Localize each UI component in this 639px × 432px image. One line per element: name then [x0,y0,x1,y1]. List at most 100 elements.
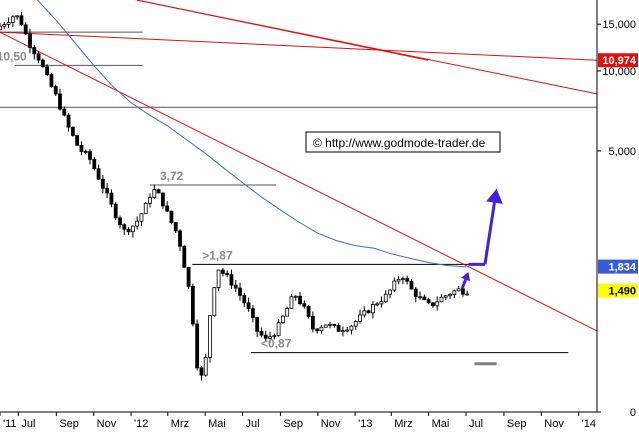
candle-body [15,15,20,18]
candle-body [396,278,401,282]
candle-body [173,222,178,232]
candle-body [242,295,247,304]
candle-body [405,278,410,282]
moving-average-line [37,0,467,268]
price-badge-label: 1,490 [608,286,636,298]
candle-body [212,287,217,316]
projection-small-arrow-shaft [460,278,467,289]
candle-body [452,290,457,295]
candle-body [152,189,157,198]
candle-body [362,310,367,316]
candle-body [306,305,311,317]
candle-body [293,295,298,298]
candle-body [105,187,110,194]
y-tick-label: 0 [630,407,636,419]
candle-body [233,284,238,289]
candle-body [45,66,50,75]
candle-body [122,224,127,230]
x-tick-label: '14 [582,418,596,430]
candle-body [418,296,422,299]
candle-body [2,24,7,27]
x-tick-label: Jul [21,418,35,430]
candle-body [298,295,302,305]
trendline [0,31,598,61]
candle-body [10,16,15,23]
candle-body [199,367,204,376]
candle-body [208,315,212,358]
candle-body [220,269,225,274]
candle-body [383,293,388,303]
candle-body [75,134,80,146]
candle-body [0,25,2,31]
price-badge [598,283,638,298]
candle-body [182,245,187,268]
candle-body [156,189,161,194]
candle-body [118,217,122,226]
candle-body [268,336,272,339]
candle-body [388,289,392,295]
candle-body [289,296,294,309]
x-tick-label: Sep [59,418,79,430]
candle-body [83,151,88,153]
candle-body [88,151,92,160]
candle-body [148,197,152,204]
candle-body [28,33,32,48]
candle-body [431,302,435,307]
candle-body [465,293,470,296]
x-tick-label: Sep [507,418,527,430]
candle-body [435,301,440,307]
candle-body [272,335,277,338]
candle-body [203,357,208,376]
level-label: 10,50 [0,49,27,63]
candle-body [32,47,37,55]
candle-body [36,53,41,61]
candle-body [323,324,328,328]
candle-body [426,299,431,304]
candle-body [109,192,114,205]
candle-body [113,203,118,219]
candle-body [443,295,448,298]
candle-body [358,314,362,322]
watermark: © http://www.godmode-trader.de [305,131,501,153]
candle-body [139,213,144,222]
watermark-text: © http://www.godmode-trader.de [313,136,486,150]
level-labels-layer: 10,50 3,72 >1,87 <0,87 [0,49,292,350]
candle-body [49,74,54,88]
x-tick-label: Mrz [394,418,412,430]
candle-body [126,228,131,233]
candle-body [96,168,101,180]
candle-body [66,114,71,128]
x-tick-label: Jul [469,418,483,430]
candle-body [165,205,170,212]
y-tick-label: 5,000 [608,146,636,158]
projection-big-arrow-shaft [483,202,496,265]
projection-small-arrow-head [461,272,471,282]
candle-body [280,315,285,324]
candle-body [319,326,324,332]
candle-body [100,178,105,189]
candle-body [379,301,384,305]
candle-body [259,330,264,336]
candle-body [310,316,315,330]
candle-body [195,323,200,369]
candle-body [345,329,350,332]
candle-body [392,280,397,291]
candle-body [422,296,427,301]
candle-body [328,323,332,326]
y-tick-label: 15,000 [602,19,636,31]
x-tick-label: '13 [358,418,372,430]
candles-layer [0,12,470,381]
candle-body [375,303,380,306]
projection-big-arrow-head [486,188,503,204]
candle-body [135,220,140,227]
candle-body [366,310,371,314]
tick-labels-layer: '11 Jul Sep Nov '12 Mrz Mai Jul Sep Nov '13 Mrz Mai J… [0,19,636,430]
x-tick-label: Mai [432,418,450,430]
candle-body [255,317,260,332]
candle-body [19,15,24,26]
candle-body [439,296,444,303]
candle-body [190,285,195,325]
y-axis-panel [597,0,639,412]
